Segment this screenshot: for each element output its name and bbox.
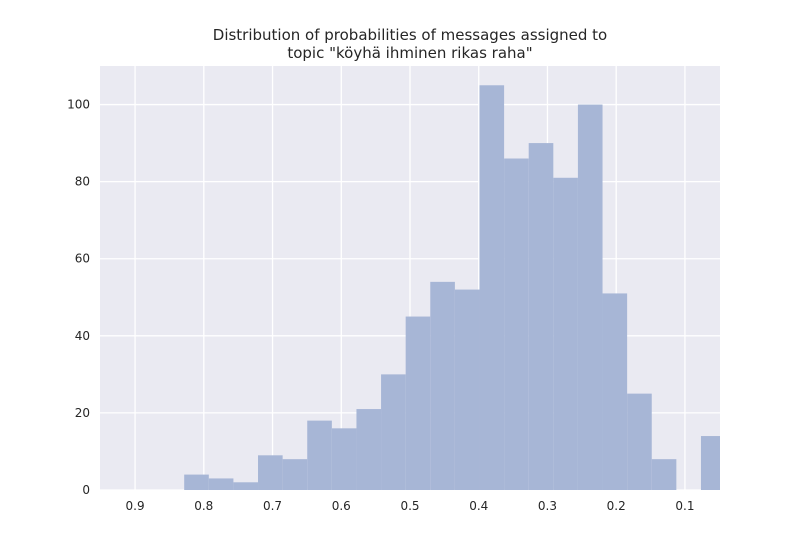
histogram-bar — [454, 289, 480, 490]
histogram-bar — [381, 374, 406, 490]
chart-title: Distribution of probabilities of message… — [213, 26, 607, 62]
x-tick-label: 0.4 — [469, 499, 488, 513]
histogram-bar — [208, 478, 234, 490]
x-tick-label: 0.7 — [263, 499, 282, 513]
y-axis-ticks: 0 20 40 60 80 100 — [67, 98, 90, 497]
histogram-bars — [184, 85, 720, 491]
x-tick-label: 0.3 — [538, 499, 557, 513]
histogram-bar — [602, 293, 628, 490]
histogram-bar — [479, 85, 505, 490]
histogram-bar — [282, 459, 308, 490]
histogram-bar — [233, 482, 259, 490]
y-tick-label: 80 — [75, 175, 90, 189]
histogram-bar — [577, 104, 603, 490]
x-axis-ticks: 0.9 0.8 0.7 0.6 0.5 0.4 0.3 0.2 0.1 — [126, 499, 695, 513]
histogram-bar — [504, 158, 529, 490]
histogram-bar — [331, 428, 357, 490]
chart-title-line-2: topic "köyhä ihminen rikas raha" — [287, 44, 532, 62]
histogram-bar — [405, 316, 431, 490]
y-tick-label: 100 — [67, 98, 90, 112]
x-tick-label: 0.2 — [607, 499, 626, 513]
histogram-bar — [553, 177, 578, 491]
y-tick-label: 60 — [75, 252, 90, 266]
histogram-bar — [651, 459, 677, 490]
histogram-bar — [356, 409, 382, 490]
y-tick-label: 20 — [75, 406, 90, 420]
chart-title-line-1: Distribution of probabilities of message… — [213, 26, 607, 44]
x-tick-label: 0.9 — [126, 499, 145, 513]
histogram-bar — [430, 281, 455, 490]
histogram-bar — [307, 420, 332, 490]
x-tick-label: 0.1 — [675, 499, 694, 513]
x-tick-label: 0.6 — [332, 499, 351, 513]
histogram-bar — [528, 143, 554, 490]
x-tick-label: 0.8 — [194, 499, 213, 513]
histogram-bar — [258, 455, 283, 490]
histogram-bar — [700, 436, 720, 490]
x-tick-label: 0.5 — [400, 499, 419, 513]
histogram-bar — [184, 474, 209, 490]
histogram-bar — [627, 393, 652, 490]
y-tick-label: 0 — [82, 483, 90, 497]
y-tick-label: 40 — [75, 329, 90, 343]
